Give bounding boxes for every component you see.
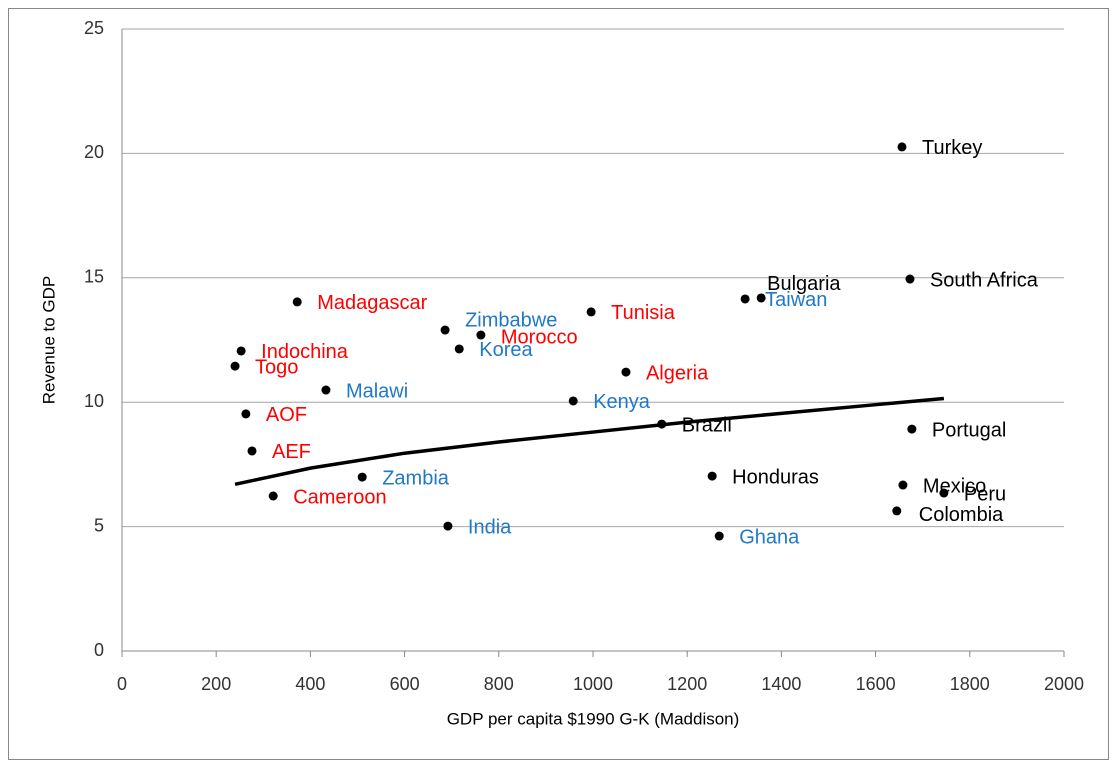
y-axis-label: Revenue to GDP — [39, 276, 58, 405]
x-tick-label: 2000 — [1044, 674, 1084, 694]
x-tick-label: 800 — [484, 674, 514, 694]
x-tick-label: 400 — [295, 674, 325, 694]
data-point — [892, 506, 902, 516]
x-tick-label: 200 — [201, 674, 231, 694]
y-tick-label: 5 — [94, 515, 104, 535]
point-label: Brazil — [682, 414, 732, 436]
point-label: Mexico — [923, 475, 986, 497]
x-tick-label: 1200 — [667, 674, 707, 694]
y-tick-label: 0 — [94, 640, 104, 660]
data-point — [292, 297, 302, 307]
data-point — [897, 142, 907, 152]
point-label: Kenya — [593, 391, 651, 413]
point-label: Algeria — [646, 362, 709, 384]
point-label: Indochina — [261, 341, 349, 363]
data-point — [905, 274, 915, 284]
point-label: India — [468, 516, 512, 538]
y-tick-label: 10 — [84, 391, 104, 411]
point-label: Madagascar — [317, 292, 427, 314]
point-label: Tunisia — [611, 302, 676, 324]
point-label: South Africa — [930, 269, 1039, 291]
point-label: Colombia — [919, 504, 1004, 526]
y-tick-label: 15 — [84, 267, 104, 287]
data-point — [443, 521, 453, 531]
data-point — [907, 424, 917, 434]
point-label: Portugal — [932, 419, 1007, 441]
data-point — [476, 330, 486, 340]
data-point — [230, 361, 240, 371]
point-label: Turkey — [922, 137, 982, 159]
x-tick-label: 1800 — [950, 674, 990, 694]
point-label: Zambia — [382, 467, 450, 489]
point-label: Morocco — [501, 326, 578, 348]
x-tick-label: 600 — [390, 674, 420, 694]
point-label: Togo — [255, 356, 298, 378]
trend-line — [234, 396, 945, 487]
data-point — [621, 367, 631, 377]
data-point — [568, 396, 578, 406]
y-tick-label: 20 — [84, 142, 104, 162]
point-label: Zimbabwe — [465, 309, 557, 331]
point-label: AOF — [266, 404, 307, 426]
data-point — [714, 531, 724, 541]
data-point — [939, 488, 949, 498]
chart-border — [8, 8, 1109, 760]
y-tick-label: 25 — [84, 18, 104, 38]
point-label: Taiwan — [765, 289, 827, 311]
point-label: Malawi — [346, 380, 408, 402]
data-point — [241, 409, 251, 419]
data-point — [247, 446, 257, 456]
data-point — [357, 472, 367, 482]
x-tick-label: 0 — [117, 674, 127, 694]
data-point — [454, 344, 464, 354]
data-point — [657, 419, 667, 429]
data-point — [268, 491, 278, 501]
point-label: Ghana — [739, 526, 800, 548]
point-label: Bulgaria — [767, 273, 841, 295]
point-label: AEF — [272, 441, 311, 463]
data-point — [321, 385, 331, 395]
data-point — [236, 346, 246, 356]
x-tick-label: 1600 — [856, 674, 896, 694]
data-point — [898, 480, 908, 490]
data-point — [756, 293, 766, 303]
x-tick-label: 1000 — [573, 674, 613, 694]
x-axis-label: GDP per capita $1990 G-K (Maddison) — [447, 709, 740, 728]
data-point — [707, 471, 717, 481]
data-point — [586, 307, 596, 317]
point-label: Korea — [479, 339, 533, 361]
point-label: Honduras — [732, 466, 819, 488]
point-label: Cameroon — [293, 486, 386, 508]
point-label: Peru — [964, 483, 1006, 505]
x-tick-label: 1400 — [761, 674, 801, 694]
data-point — [740, 294, 750, 304]
data-point — [440, 325, 450, 335]
